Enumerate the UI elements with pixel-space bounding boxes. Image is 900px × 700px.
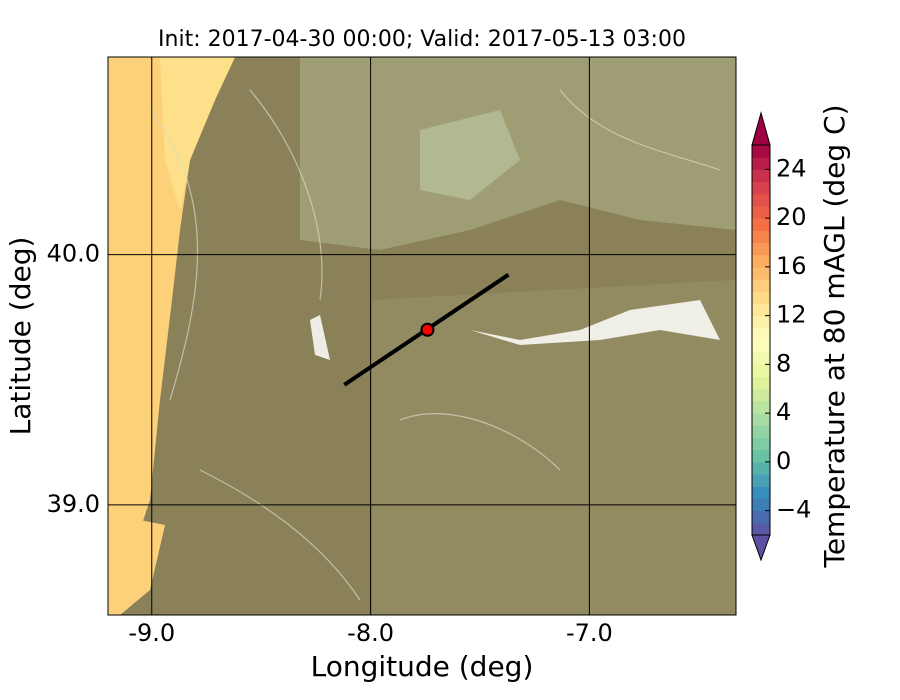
coast-patch bbox=[160, 57, 235, 210]
colorbar-tick-label: 0 bbox=[776, 447, 791, 475]
colorbar-band bbox=[752, 145, 770, 158]
warm-coast bbox=[108, 57, 235, 600]
x-tick-label: -9.0 bbox=[128, 619, 175, 647]
colorbar-band bbox=[752, 327, 770, 341]
terrain bbox=[108, 57, 736, 615]
colorbar-band bbox=[752, 266, 770, 280]
colorbar-band bbox=[752, 449, 770, 463]
colorbar-tick-label: 16 bbox=[776, 252, 807, 280]
y-tick-label: 40.0 bbox=[47, 240, 100, 268]
colorbar-tick-label: 4 bbox=[776, 398, 791, 426]
y-axis-label: Latitude (deg) bbox=[4, 237, 37, 436]
highland-peak bbox=[420, 110, 520, 200]
colorbar-band bbox=[752, 193, 770, 207]
colorbar-band bbox=[752, 364, 770, 378]
colorbar-extend bbox=[751, 534, 771, 562]
colorbar-label: Temperature at 80 mAGL (deg C) bbox=[818, 104, 851, 568]
colorbar-band bbox=[752, 498, 770, 512]
colorbar-band bbox=[752, 522, 770, 536]
colorbar-band bbox=[752, 169, 770, 183]
colorbar-tick-label: 12 bbox=[776, 301, 807, 329]
contour bbox=[149, 89, 721, 601]
x-tick-label: -7.0 bbox=[566, 619, 613, 647]
colorbar-band bbox=[752, 425, 770, 438]
colorbar-band bbox=[752, 461, 770, 475]
colorbar-band bbox=[752, 352, 770, 365]
colorbar-band bbox=[752, 376, 770, 390]
colorbar-band bbox=[752, 205, 770, 219]
colorbar-band bbox=[752, 181, 770, 195]
colorbar-band bbox=[752, 230, 770, 243]
colorbar-band bbox=[752, 254, 770, 268]
colorbar-band bbox=[752, 218, 770, 231]
colorbar-band bbox=[752, 486, 770, 499]
colorbar-band bbox=[752, 279, 770, 292]
colorbar-band bbox=[752, 413, 770, 426]
x-axis-label: Longitude (deg) bbox=[311, 650, 534, 683]
colorbar-tick-label: 20 bbox=[776, 203, 807, 231]
colorbar-tick-label: 8 bbox=[776, 349, 791, 377]
y-tick-label: 39.0 bbox=[47, 490, 100, 518]
plateau bbox=[372, 280, 736, 615]
colorbar-band bbox=[752, 400, 770, 414]
reservoir bbox=[470, 300, 720, 345]
colorbar-band bbox=[752, 340, 770, 353]
coast-patch bbox=[108, 520, 165, 615]
colorbar-frame bbox=[751, 144, 771, 536]
colorbar-tick-label: 24 bbox=[776, 154, 807, 182]
colorbar-band bbox=[752, 474, 770, 487]
highland bbox=[300, 57, 736, 250]
colorbar-tick-label: −4 bbox=[776, 496, 811, 524]
colorbar-band bbox=[752, 242, 770, 256]
colorbar-band bbox=[752, 291, 770, 304]
point-marker bbox=[420, 322, 435, 337]
colorbar-band bbox=[752, 303, 770, 317]
colorbar-band bbox=[752, 510, 770, 524]
colorbar-extend bbox=[751, 111, 771, 146]
reservoir bbox=[310, 315, 330, 360]
colorbar-band bbox=[752, 437, 770, 451]
colorbar-band bbox=[752, 315, 770, 329]
map-frame bbox=[107, 56, 737, 616]
colorbar-band bbox=[752, 157, 770, 170]
x-tick-label: -8.0 bbox=[347, 619, 394, 647]
colorbar-band bbox=[752, 388, 770, 402]
chart-title: Init: 2017-04-30 00:00; Valid: 2017-05-1… bbox=[158, 27, 686, 52]
